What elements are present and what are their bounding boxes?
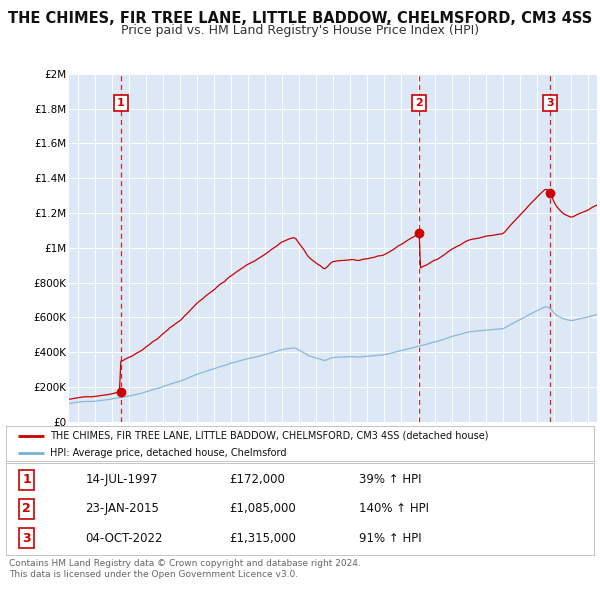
Text: 91% ↑ HPI: 91% ↑ HPI: [359, 532, 421, 545]
Text: 1: 1: [22, 473, 31, 486]
Text: THE CHIMES, FIR TREE LANE, LITTLE BADDOW, CHELMSFORD, CM3 4SS (detached house): THE CHIMES, FIR TREE LANE, LITTLE BADDOW…: [50, 431, 488, 441]
Text: £1,085,000: £1,085,000: [229, 502, 296, 516]
Text: 140% ↑ HPI: 140% ↑ HPI: [359, 502, 429, 516]
Text: £172,000: £172,000: [229, 473, 286, 486]
Text: 1: 1: [117, 99, 125, 109]
Text: 39% ↑ HPI: 39% ↑ HPI: [359, 473, 421, 486]
Text: 14-JUL-1997: 14-JUL-1997: [85, 473, 158, 486]
Text: THE CHIMES, FIR TREE LANE, LITTLE BADDOW, CHELMSFORD, CM3 4SS: THE CHIMES, FIR TREE LANE, LITTLE BADDOW…: [8, 11, 592, 25]
Text: 3: 3: [547, 99, 554, 109]
Text: 2: 2: [415, 99, 423, 109]
Text: 23-JAN-2015: 23-JAN-2015: [85, 502, 159, 516]
Text: 04-OCT-2022: 04-OCT-2022: [85, 532, 163, 545]
Text: 2: 2: [22, 502, 31, 516]
Text: Contains HM Land Registry data © Crown copyright and database right 2024.
This d: Contains HM Land Registry data © Crown c…: [9, 559, 361, 579]
Text: 3: 3: [22, 532, 31, 545]
Text: £1,315,000: £1,315,000: [229, 532, 296, 545]
Text: HPI: Average price, detached house, Chelmsford: HPI: Average price, detached house, Chel…: [50, 448, 287, 457]
Text: Price paid vs. HM Land Registry's House Price Index (HPI): Price paid vs. HM Land Registry's House …: [121, 24, 479, 37]
